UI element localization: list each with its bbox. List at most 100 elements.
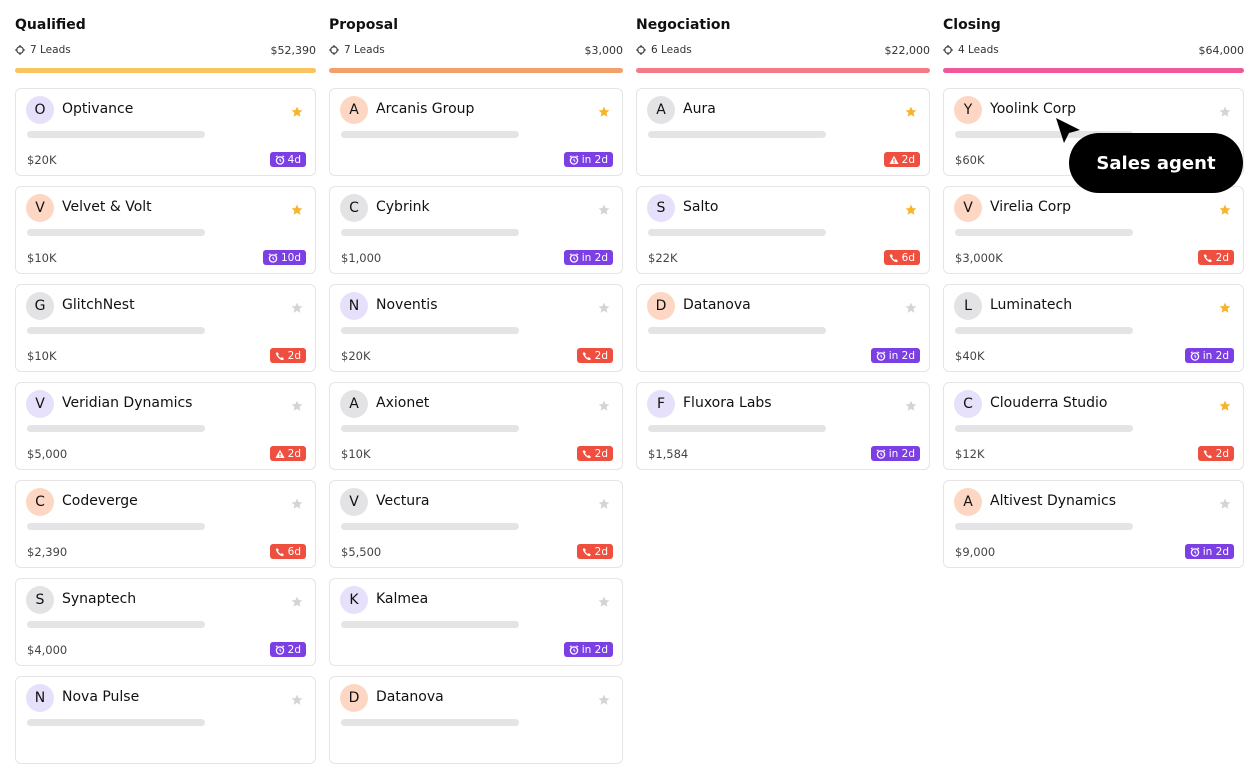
column-total: $52,390 xyxy=(270,44,317,57)
due-badge: 6d xyxy=(269,544,306,559)
due-badge: 2d xyxy=(1197,250,1234,265)
lead-card[interactable]: V Vectura $5,500 2d xyxy=(329,480,623,568)
star[interactable] xyxy=(598,103,610,122)
lead-card[interactable]: C Codeverge $2,390 6d xyxy=(15,480,316,568)
lead-amount: $12K xyxy=(955,447,985,461)
lead-name: Clouderra Studio xyxy=(990,395,1108,411)
lead-amount: $10K xyxy=(27,349,57,363)
lead-card[interactable]: A Arcanis Group in 2d xyxy=(329,88,623,176)
badge-text: in 2d xyxy=(1202,349,1229,362)
badge-text: 2d xyxy=(594,447,608,460)
star[interactable] xyxy=(905,201,917,220)
lead-card[interactable]: A Axionet $10K 2d xyxy=(329,382,623,470)
progress-bar xyxy=(341,229,519,236)
lead-card[interactable]: K Kalmea in 2d xyxy=(329,578,623,666)
star[interactable] xyxy=(905,299,917,318)
lead-card[interactable]: C Cybrink $1,000 in 2d xyxy=(329,186,623,274)
due-badge: 2d xyxy=(576,348,613,363)
star[interactable] xyxy=(1219,299,1231,318)
column: Negociation 6 Leads $22,000 A Aura 2d S Salto $2… xyxy=(636,0,930,740)
badge-text: 2d xyxy=(594,349,608,362)
star[interactable] xyxy=(598,201,610,220)
progress-bar xyxy=(955,229,1133,236)
column-bar xyxy=(636,68,930,73)
lead-card[interactable]: A Altivest Dynamics $9,000 in 2d xyxy=(943,480,1244,568)
star[interactable] xyxy=(291,103,303,122)
progress-bar xyxy=(648,327,826,334)
star[interactable] xyxy=(905,103,917,122)
due-badge: in 2d xyxy=(563,152,613,167)
column-title: Qualified xyxy=(15,17,86,33)
progress-bar xyxy=(341,425,519,432)
lead-name: Arcanis Group xyxy=(376,101,475,117)
star[interactable] xyxy=(598,495,610,514)
avatar: G xyxy=(26,292,54,320)
lead-amount: $60K xyxy=(955,153,985,167)
column-total: $64,000 xyxy=(1198,44,1245,57)
star[interactable] xyxy=(905,397,917,416)
due-badge: in 2d xyxy=(1184,348,1234,363)
star[interactable] xyxy=(1219,495,1231,514)
due-badge: in 2d xyxy=(870,446,920,461)
star[interactable] xyxy=(1219,103,1231,122)
progress-bar xyxy=(955,327,1133,334)
lead-card[interactable]: G GlitchNest $10K 2d xyxy=(15,284,316,372)
lead-name: Aura xyxy=(683,101,716,117)
lead-card[interactable]: L Luminatech $40K in 2d xyxy=(943,284,1244,372)
lead-card[interactable]: C Clouderra Studio $12K 2d xyxy=(943,382,1244,470)
star[interactable] xyxy=(291,691,303,710)
avatar: C xyxy=(340,194,368,222)
star[interactable] xyxy=(291,397,303,416)
star[interactable] xyxy=(291,201,303,220)
star[interactable] xyxy=(598,397,610,416)
lead-card[interactable]: V Virelia Corp $3,000K 2d xyxy=(943,186,1244,274)
lead-card[interactable]: O Optivance $20K 4d xyxy=(15,88,316,176)
lead-card[interactable]: V Velvet & Volt $10K 10d xyxy=(15,186,316,274)
lead-amount: $22K xyxy=(648,251,678,265)
lead-count: 7 Leads xyxy=(15,44,71,56)
column-bar xyxy=(329,68,623,73)
lead-name: Synaptech xyxy=(62,591,137,607)
lead-amount: $1,584 xyxy=(648,447,689,461)
lead-card[interactable]: V Veridian Dynamics $5,000 2d xyxy=(15,382,316,470)
lead-card[interactable]: D Datanova in 2d xyxy=(636,284,930,372)
lead-count-text: 7 Leads xyxy=(344,44,385,56)
progress-bar xyxy=(27,621,205,628)
star[interactable] xyxy=(1219,201,1231,220)
lead-card[interactable]: S Salto $22K 6d xyxy=(636,186,930,274)
lead-card[interactable]: A Aura 2d xyxy=(636,88,930,176)
avatar: A xyxy=(340,390,368,418)
lead-card[interactable]: N Nova Pulse xyxy=(15,676,316,764)
lead-name: Datanova xyxy=(376,689,444,705)
lead-card[interactable]: F Fluxora Labs $1,584 in 2d xyxy=(636,382,930,470)
badge-text: 2d xyxy=(287,349,301,362)
avatar: N xyxy=(26,684,54,712)
lead-name: Velvet & Volt xyxy=(62,199,152,215)
due-badge: 2d xyxy=(883,152,920,167)
avatar: Y xyxy=(954,96,982,124)
lead-name: Optivance xyxy=(62,101,134,117)
lead-amount: $40K xyxy=(955,349,985,363)
star[interactable] xyxy=(291,299,303,318)
star[interactable] xyxy=(1219,397,1231,416)
star[interactable] xyxy=(291,495,303,514)
avatar: S xyxy=(647,194,675,222)
star[interactable] xyxy=(598,299,610,318)
star[interactable] xyxy=(598,593,610,612)
lead-card[interactable]: S Synaptech $4,000 2d xyxy=(15,578,316,666)
star[interactable] xyxy=(598,691,610,710)
lead-name: Nova Pulse xyxy=(62,689,140,705)
lead-name: Veridian Dynamics xyxy=(62,395,193,411)
lead-count-text: 4 Leads xyxy=(958,44,999,56)
lead-card[interactable]: N Noventis $20K 2d xyxy=(329,284,623,372)
due-badge: 2d xyxy=(269,642,306,657)
star[interactable] xyxy=(291,593,303,612)
badge-text: 2d xyxy=(287,643,301,656)
lead-card[interactable]: D Datanova xyxy=(329,676,623,764)
avatar: D xyxy=(647,292,675,320)
progress-bar xyxy=(341,131,519,138)
due-badge: 4d xyxy=(269,152,306,167)
due-badge: in 2d xyxy=(563,642,613,657)
badge-text: 6d xyxy=(287,545,301,558)
lead-amount: $10K xyxy=(341,447,371,461)
